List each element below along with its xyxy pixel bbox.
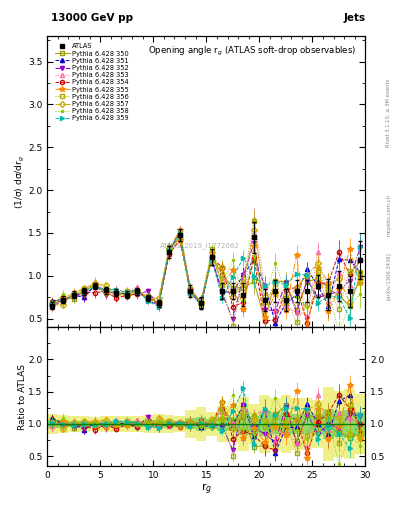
Y-axis label: (1/σ) dσ/dr$_g$: (1/σ) dσ/dr$_g$ (13, 155, 27, 208)
X-axis label: r$_g$: r$_g$ (201, 481, 212, 497)
Y-axis label: Ratio to ATLAS: Ratio to ATLAS (18, 364, 27, 430)
Text: [arXiv:1306.3436]: [arXiv:1306.3436] (386, 252, 391, 301)
Text: mcplots.cern.ch: mcplots.cern.ch (386, 194, 391, 236)
Text: Rivet 3.1.10, ≥ 3M events: Rivet 3.1.10, ≥ 3M events (386, 78, 391, 147)
Text: 13000 GeV pp: 13000 GeV pp (51, 13, 133, 23)
Text: Opening angle r$_g$ (ATLAS soft-drop observables): Opening angle r$_g$ (ATLAS soft-drop obs… (148, 45, 356, 58)
Text: Jets: Jets (343, 13, 365, 23)
Text: ATLAS_2019_I1772062: ATLAS_2019_I1772062 (160, 242, 240, 249)
Legend: ATLAS, Pythia 6.428 350, Pythia 6.428 351, Pythia 6.428 352, Pythia 6.428 353, P: ATLAS, Pythia 6.428 350, Pythia 6.428 35… (54, 42, 130, 123)
